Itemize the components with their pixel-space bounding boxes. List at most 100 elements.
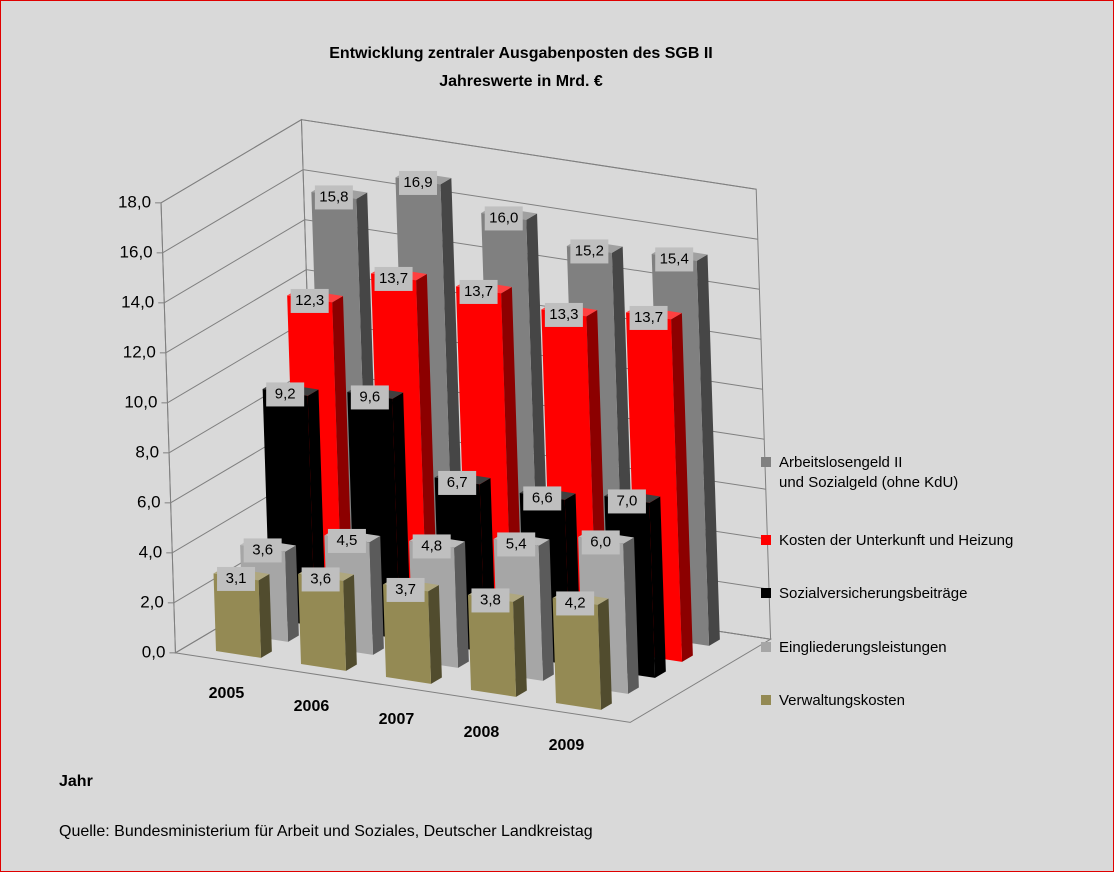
x-tick-label: 2008: [464, 724, 500, 741]
legend-entry: Verwaltungskosten: [761, 691, 905, 711]
bar-front: [383, 584, 432, 684]
data-label-box: [412, 534, 451, 559]
legend-swatch: [761, 588, 771, 598]
data-label: 3,6: [301, 567, 340, 592]
chart-subtitle: Jahreswerte in Mrd. €: [439, 73, 603, 90]
data-label-box: [484, 206, 523, 231]
bar-side: [307, 389, 326, 626]
data-label-text: 9,6: [359, 388, 380, 405]
data-label: 4,2: [556, 591, 595, 616]
y-tick-label: 4,0: [139, 542, 163, 561]
x-tick-label: 2007: [379, 711, 415, 728]
data-label: 15,8: [314, 185, 353, 210]
legend-swatch: [761, 695, 771, 705]
y-tick-label: 10,0: [124, 392, 157, 411]
data-label-box: [399, 170, 438, 195]
data-label-box: [266, 382, 305, 407]
data-label: 13,7: [459, 279, 498, 304]
data-label: 6,7: [438, 470, 477, 495]
legend-swatch: [761, 457, 771, 467]
data-label: 13,7: [629, 305, 668, 330]
y-tick-label: 8,0: [135, 442, 159, 461]
legend-label: Verwaltungskosten: [779, 692, 905, 709]
data-label: 5,4: [497, 532, 536, 557]
data-label-text: 3,6: [310, 570, 331, 587]
data-label-box: [386, 577, 425, 602]
data-label: 13,3: [544, 302, 583, 327]
legend-swatch: [761, 535, 771, 545]
legend-label: Arbeitslosengeld II und Sozialgeld (ohne…: [779, 454, 959, 491]
grid-line: [160, 119, 757, 204]
legend-entry: Eingliederungsleistungen: [761, 638, 947, 658]
data-label: 15,2: [570, 239, 609, 264]
legend-swatch: [761, 642, 771, 652]
data-label-box: [314, 185, 353, 210]
bar-front: [467, 595, 517, 697]
data-label-text: 3,7: [395, 581, 416, 598]
data-label-box: [350, 385, 389, 410]
data-label-box: [629, 305, 668, 330]
data-label-box: [438, 470, 477, 495]
data-label: 16,9: [399, 170, 438, 195]
data-label: 3,7: [386, 577, 425, 602]
data-label: 13,7: [374, 266, 413, 291]
x-axis-label: Jahr: [59, 773, 93, 790]
data-label: 16,0: [484, 206, 523, 231]
y-tick-label: 14,0: [121, 292, 154, 311]
data-label-text: 7,0: [616, 492, 637, 509]
legend-label: Eingliederungsleistungen: [779, 639, 947, 656]
bar-side: [513, 595, 527, 697]
legend-label: Kosten der Unterkunft und Heizung: [779, 532, 1014, 549]
data-label: 9,2: [266, 382, 305, 407]
data-label-text: 13,3: [549, 306, 578, 323]
bar-side: [671, 312, 693, 662]
legend-entry: Kosten der Unterkunft und Heizung: [761, 531, 1013, 551]
data-label-box: [459, 279, 498, 304]
data-label-box: [581, 530, 620, 555]
bar-side: [454, 541, 469, 668]
data-label-text: 15,8: [319, 188, 348, 205]
data-label-text: 3,8: [480, 591, 501, 608]
data-label-box: [243, 538, 282, 563]
data-label: 3,1: [217, 566, 256, 591]
data-label: 3,6: [243, 538, 282, 563]
data-label-text: 13,7: [379, 270, 408, 287]
bar-side: [343, 574, 357, 671]
data-label: 9,6: [350, 385, 389, 410]
data-label-box: [523, 486, 562, 511]
data-label-text: 3,6: [252, 541, 273, 558]
bar-side: [428, 584, 442, 684]
bar-side: [285, 545, 299, 642]
y-tick-label: 12,0: [123, 342, 156, 361]
data-label-box: [655, 247, 694, 272]
bar-side: [369, 535, 384, 655]
data-label-text: 6,6: [532, 489, 553, 506]
data-label-box: [497, 532, 536, 557]
data-label-text: 16,9: [403, 174, 432, 191]
x-tick-label: 2005: [209, 685, 245, 702]
data-label-box: [471, 588, 510, 613]
data-label-text: 16,0: [489, 209, 518, 226]
data-label-box: [570, 239, 609, 264]
source: Quelle: Bundesministerium für Arbeit und…: [59, 823, 593, 840]
data-label-box: [290, 288, 329, 313]
data-label-text: 13,7: [464, 283, 493, 300]
data-label-text: 4,8: [421, 537, 442, 554]
data-label: 7,0: [607, 489, 646, 514]
data-label: 12,3: [290, 288, 329, 313]
bar-side: [392, 392, 411, 639]
data-label-box: [327, 528, 366, 553]
legend-entry: Sozialversicherungsbeiträge: [761, 584, 967, 604]
data-label-box: [301, 567, 340, 592]
legend-label: Sozialversicherungsbeiträge: [779, 585, 968, 602]
data-label: 15,4: [655, 247, 694, 272]
bar-front: [298, 574, 347, 671]
data-label-text: 6,7: [447, 474, 468, 491]
data-label-box: [607, 489, 646, 514]
y-tick-label: 0,0: [142, 642, 166, 661]
data-label-text: 15,4: [660, 250, 689, 267]
data-label-text: 13,7: [634, 309, 663, 326]
bar-front: [213, 573, 262, 658]
